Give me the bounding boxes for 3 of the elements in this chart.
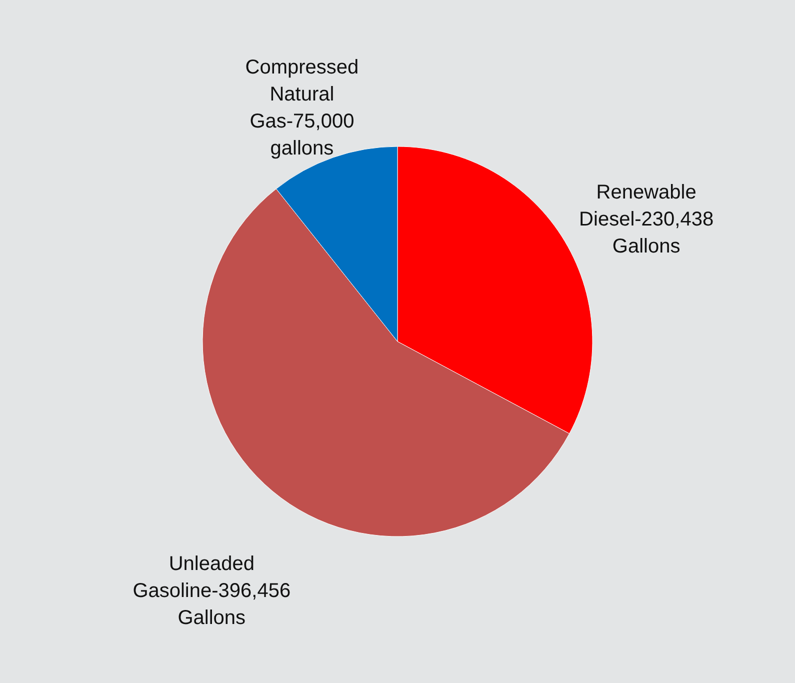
slice-label: Unleaded Gasoline-396,456 Gallons xyxy=(132,553,291,630)
slice-label: Renewable Diesel-230,438 Gallons xyxy=(579,182,714,258)
slice-label: Compressed Natural Gas-75,000 gallons xyxy=(245,56,359,160)
